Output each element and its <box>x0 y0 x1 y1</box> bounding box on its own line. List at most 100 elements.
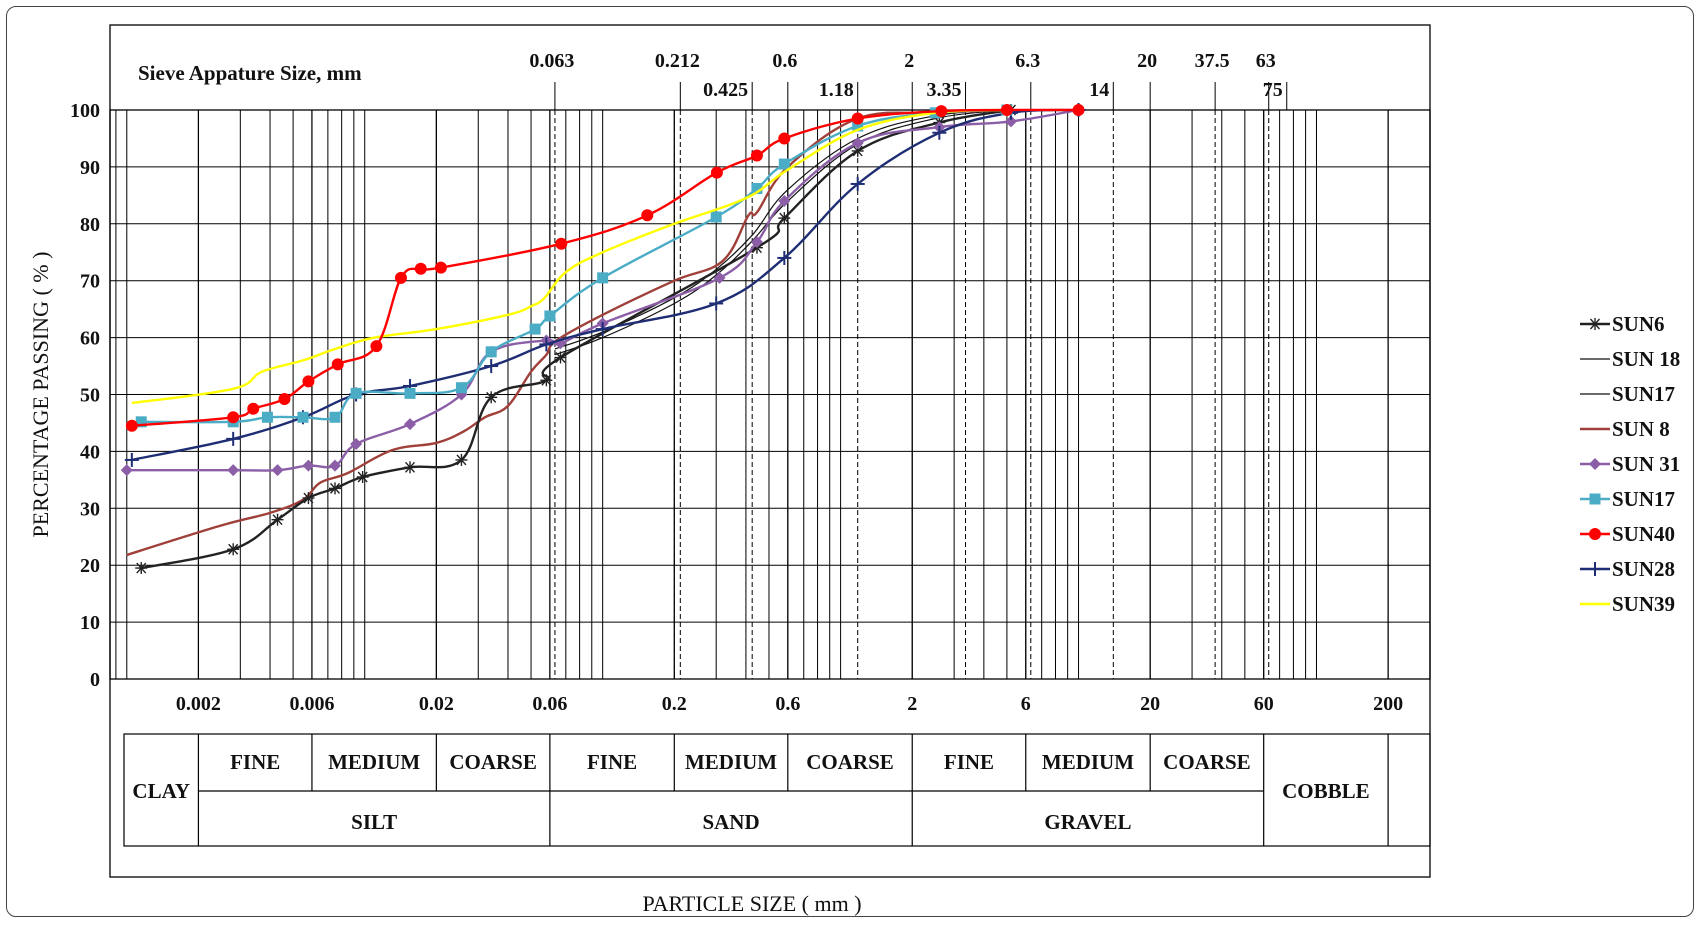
legend-item: SUN28 <box>1580 557 1675 581</box>
data-point <box>329 482 342 495</box>
class-main-label: SAND <box>702 810 759 834</box>
x-tick-label: 0.2 <box>662 693 687 715</box>
class-full-label: CLAY <box>132 779 190 803</box>
data-point <box>1000 104 1013 116</box>
data-point <box>356 471 369 484</box>
y-axis-title: PERCENTAGE PASSING ( % ) <box>28 252 53 538</box>
x-tick-label: 0.6 <box>775 693 800 715</box>
axis-labels: 0 10 20 30 40 50 60 70 80 90 100 0.002 0.006 0.02 0.06… <box>28 50 1403 916</box>
data-point <box>852 120 864 132</box>
legend-item: SUN17 <box>1580 382 1675 406</box>
data-point <box>414 262 427 275</box>
legend-label: SUN17 <box>1612 487 1675 511</box>
data-point <box>709 296 724 311</box>
data-point <box>529 323 541 335</box>
data-point <box>932 125 947 140</box>
x-tick-label: 6 <box>1021 693 1031 715</box>
data-point <box>778 132 791 145</box>
data-point <box>641 209 654 222</box>
legend-marker <box>1589 458 1601 470</box>
y-tick-label: 40 <box>80 441 100 463</box>
class-main-label: GRAVEL <box>1044 810 1131 834</box>
data-point <box>302 375 315 388</box>
series-sun17 <box>135 104 1013 428</box>
data-point <box>851 112 864 125</box>
data-point <box>329 459 342 472</box>
legend-label: SUN40 <box>1612 522 1675 546</box>
sieve-label-bottom: 0.425 <box>703 79 748 101</box>
data-point <box>484 359 499 374</box>
sieve-size-title: Sieve Appature Size, mm <box>138 61 362 85</box>
legend-item: SUN 18 <box>1580 347 1680 371</box>
series-line <box>131 108 1079 462</box>
data-point <box>540 374 553 387</box>
data-point <box>135 562 148 575</box>
data-point <box>485 391 498 404</box>
data-point <box>226 431 241 446</box>
legend-label: SUN28 <box>1612 557 1675 581</box>
data-point <box>455 453 468 466</box>
plot-area-border <box>109 109 1431 680</box>
y-tick-label: 60 <box>80 328 100 350</box>
legend-label: SUN6 <box>1612 312 1665 336</box>
x-tick-label: 0.002 <box>176 693 221 715</box>
legend-marker <box>1589 318 1601 330</box>
data-point <box>227 543 240 556</box>
series-sun39 <box>131 108 1007 405</box>
legend: SUN6 SUN 18 SUN17 SUN 8 SUN 31 SUN17 SUN40 SUN2… <box>1580 312 1680 616</box>
data-point <box>124 452 139 467</box>
data-point <box>554 351 567 364</box>
y-tick-label: 0 <box>90 669 100 691</box>
data-point <box>302 492 315 505</box>
legend-item: SUN 8 <box>1580 417 1670 441</box>
data-point <box>350 387 362 399</box>
data-point <box>434 261 447 274</box>
x-tick-label: 0.006 <box>289 693 334 715</box>
legend-item: SUN40 <box>1580 522 1675 546</box>
y-tick-label: 80 <box>80 214 100 236</box>
data-point <box>247 402 260 415</box>
y-tick-label: 50 <box>80 385 100 407</box>
sieve-label-top: 0.212 <box>655 50 700 72</box>
data-point <box>544 310 556 322</box>
legend-marker <box>1589 493 1601 505</box>
data-point <box>329 411 341 423</box>
legend-label: SUN17 <box>1612 382 1675 406</box>
data-point <box>135 416 147 428</box>
data-point <box>227 464 240 477</box>
data-point <box>777 250 792 265</box>
data-point <box>1004 115 1017 128</box>
data-point <box>750 236 763 249</box>
legend-label: SUN 8 <box>1612 417 1670 441</box>
y-tick-label: 90 <box>80 157 100 179</box>
class-sub-label: FINE <box>587 750 637 774</box>
data-point <box>597 272 609 284</box>
sieve-label-top: 37.5 <box>1195 50 1230 72</box>
data-point <box>261 411 273 423</box>
data-point <box>302 459 315 472</box>
y-tick-label: 10 <box>80 612 100 634</box>
y-tick-label: 70 <box>80 271 100 293</box>
data-point <box>751 183 763 195</box>
sieve-label-bottom: 75 <box>1263 79 1283 101</box>
legend-item: SUN17 <box>1580 487 1675 511</box>
x-tick-label: 200 <box>1373 693 1403 715</box>
legend-item: SUN 31 <box>1580 452 1680 476</box>
class-sub-label: COARSE <box>1163 750 1251 774</box>
sieve-label-bottom: 14 <box>1089 79 1109 101</box>
sieve-label-top: 63 <box>1256 50 1276 72</box>
sieve-label-bottom: 3.35 <box>927 79 962 101</box>
series-sun40 <box>125 104 1085 432</box>
sieve-label-top: 0.6 <box>772 50 797 72</box>
legend-marker <box>1589 528 1601 540</box>
x-tick-label: 2 <box>907 693 917 715</box>
class-sub-label: MEDIUM <box>685 750 777 774</box>
data-point <box>404 418 417 431</box>
series-sun6 <box>135 104 1017 575</box>
data-point <box>778 212 791 225</box>
data-point <box>455 382 467 394</box>
data-point <box>539 337 554 352</box>
legend-label: SUN 31 <box>1612 452 1680 476</box>
class-sub-label: MEDIUM <box>328 750 420 774</box>
